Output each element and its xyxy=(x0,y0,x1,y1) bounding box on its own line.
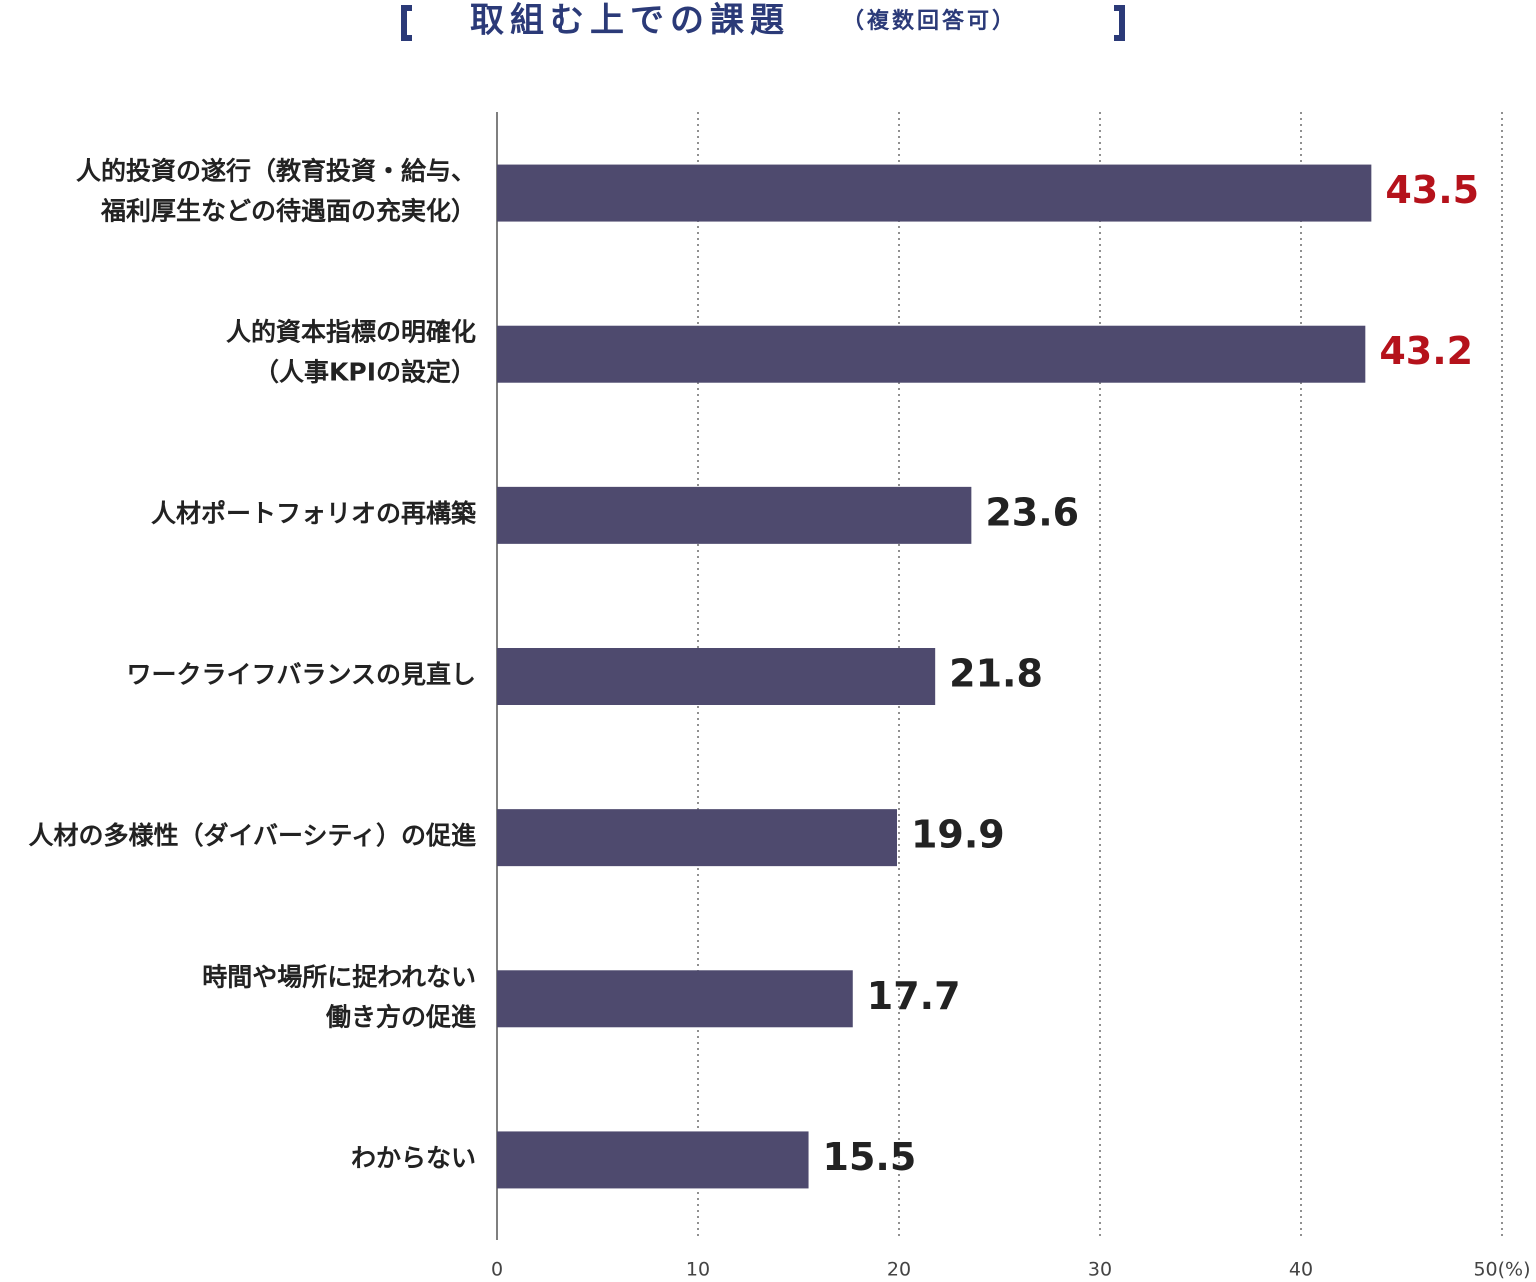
value-label: 43.2 xyxy=(1379,329,1473,373)
title-bracket xyxy=(1114,5,1125,41)
y-tick-label: 人的投資の遂行（教育投資・給与、 xyxy=(76,157,476,186)
value-label: 23.6 xyxy=(985,490,1079,534)
chart-subtitle: （複数回答可） xyxy=(842,8,1017,34)
y-tick-label: 人材ポートフォリオの再構築 xyxy=(151,499,477,528)
value-label: 21.8 xyxy=(949,652,1043,696)
y-tick-label: 人的資本指標の明確化 xyxy=(226,318,476,347)
bar xyxy=(497,1131,809,1189)
x-tick-label: 40 xyxy=(1289,1259,1313,1281)
x-tick-label: 50(%) xyxy=(1473,1259,1530,1281)
chart-title: 取組む上での課題 xyxy=(470,1,790,41)
y-tick-label: 福利厚生などの待遇面の充実化） xyxy=(100,197,476,226)
bar xyxy=(497,486,972,544)
y-tick-label: わからない xyxy=(351,1143,476,1172)
bar xyxy=(497,164,1372,222)
x-tick-label: 30 xyxy=(1088,1259,1112,1281)
value-label: 17.7 xyxy=(867,974,961,1018)
value-label: 15.5 xyxy=(823,1135,917,1179)
x-tick-label: 0 xyxy=(491,1259,503,1281)
x-tick-label: 10 xyxy=(686,1259,710,1281)
title-bracket xyxy=(401,5,412,41)
x-tick-label: 20 xyxy=(887,1259,911,1281)
value-label: 19.9 xyxy=(911,813,1005,857)
y-tick-label: 人材の多様性（ダイバーシティ）の促進 xyxy=(28,821,476,850)
y-tick-label: 働き方の促進 xyxy=(325,1002,476,1031)
y-tick-label: 時間や場所に捉われない xyxy=(202,962,476,991)
bar xyxy=(497,325,1366,383)
y-tick-label: （人事KPIの設定） xyxy=(254,358,476,387)
bar xyxy=(497,970,853,1028)
bar xyxy=(497,648,936,705)
bar xyxy=(497,809,897,867)
y-tick-label: ワークライフバランスの見直し xyxy=(126,660,476,689)
value-label: 43.5 xyxy=(1385,168,1479,212)
